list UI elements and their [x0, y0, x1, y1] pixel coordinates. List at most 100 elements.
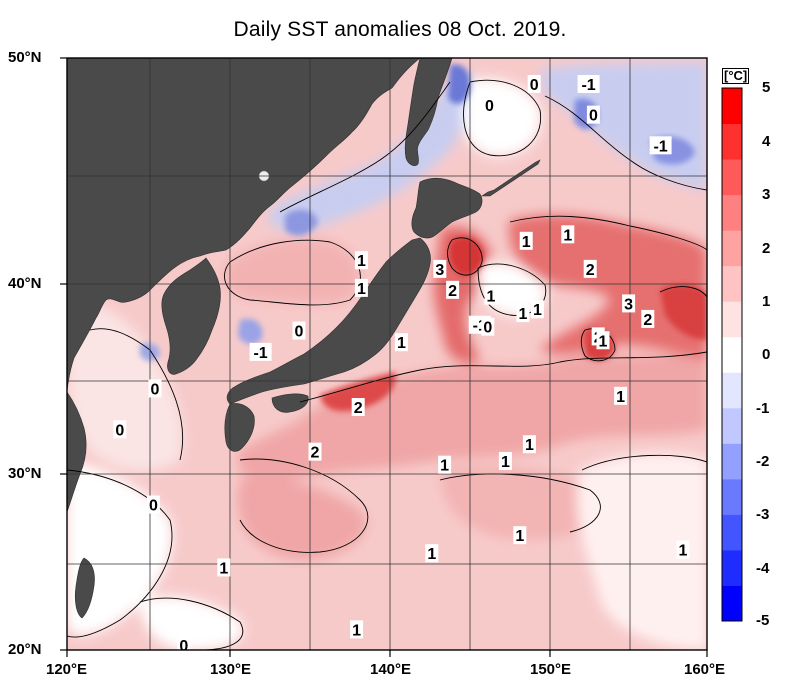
contour-label-bg [498, 451, 512, 470]
contour-line [439, 473, 601, 533]
contour-line [659, 286, 707, 298]
colorbar-segment [722, 301, 742, 338]
contour-label-bg [308, 442, 322, 461]
contour-label-bg [446, 280, 460, 299]
lat-label-30n: 30°N [8, 465, 42, 482]
colorbar-segment [722, 123, 742, 160]
warm-anomaly-region [440, 466, 606, 540]
contour-label-bg [482, 96, 496, 115]
contour-label: 0 [485, 98, 494, 115]
contour-label: 1 [352, 622, 361, 639]
warm-anomaly-region [660, 284, 707, 340]
contour-label: 0 [149, 498, 158, 515]
contour-label: 1 [522, 234, 531, 251]
contour-label-bg [148, 379, 162, 398]
contour-label-bg [484, 286, 498, 305]
contour-label: 1 [679, 543, 688, 560]
colorbar-segment [722, 443, 742, 480]
contour-label-bg [522, 435, 536, 454]
warm-anomaly-region [237, 350, 707, 483]
contour-label: 1 [357, 253, 366, 270]
land-kyushu [224, 403, 255, 452]
land-hokkaido [411, 177, 483, 239]
contour-label: 2 [586, 262, 595, 279]
lon-label-160e: 160°E [684, 661, 726, 678]
contour-label: 1 [525, 437, 534, 454]
contour-label-bg [676, 540, 690, 559]
land-taiwan [74, 557, 95, 619]
contour-line [224, 239, 361, 306]
contour-line [279, 81, 451, 213]
contour-label: 0 [295, 324, 304, 341]
contour-label: 1 [487, 289, 496, 306]
contour-label: 1 [533, 302, 542, 319]
colorbar-segment [722, 230, 742, 267]
colorbar-segment [722, 88, 742, 125]
cool-neutral-region [577, 453, 707, 650]
colorbar-label: 0 [762, 346, 771, 363]
warm-anomaly-region [509, 214, 707, 360]
colorbar-label: -2 [756, 453, 770, 470]
colorbar-label: -3 [756, 506, 770, 523]
contour-label-bg [217, 558, 231, 577]
contour-label-bg [586, 105, 600, 124]
contour-label: 1 [515, 528, 524, 545]
cold-anomaly-region [238, 318, 263, 345]
contour-label: 3 [624, 296, 633, 313]
colorbar-segment [722, 265, 742, 302]
contour-label-bg [516, 304, 530, 323]
lon-label-150e: 150°E [530, 661, 572, 678]
lat-label-40n: 40°N [8, 275, 42, 292]
contour-label: 0 [151, 381, 160, 398]
contour-line [463, 79, 542, 157]
contour-label: -1 [653, 138, 667, 155]
colorbar-segment [722, 478, 742, 515]
colorbar-segment [722, 407, 742, 444]
colorbar-segment [722, 159, 742, 196]
lon-label-130e: 130°E [210, 661, 252, 678]
contour-label-bg [513, 526, 527, 545]
contour-line [89, 328, 184, 461]
contour-label-bg [292, 321, 306, 340]
contour-label: 1 [397, 335, 406, 352]
contour-label: -1 [581, 77, 595, 94]
contour-label-bg [354, 251, 368, 270]
contour-label-bg [519, 231, 533, 250]
contour-label-bg [146, 495, 160, 514]
contour-label-bg [354, 278, 368, 297]
contour-label-bg [622, 294, 636, 313]
warm-anomaly-region [237, 477, 367, 560]
colorbar-unit: [°C] [722, 68, 750, 84]
contour-label-bg [641, 309, 655, 328]
contour-label: 0 [115, 422, 124, 439]
contour-label-bg [527, 74, 541, 93]
contour-label-bg [113, 420, 127, 439]
colorbar-label: -5 [756, 612, 770, 629]
colorbar-label: 5 [762, 79, 771, 96]
contour-label-bg [438, 455, 452, 474]
map-field: 00-1011321-1011100-10-111232211221110111… [67, 58, 707, 650]
contour-label-bg [177, 635, 191, 650]
cool-neutral-region [67, 300, 183, 471]
contour-label-bg [561, 225, 575, 244]
colorbar-segment [722, 514, 742, 551]
contour-line [139, 597, 244, 650]
contour-label: 1 [599, 333, 608, 350]
contour-label: 1 [357, 281, 366, 298]
contour-label: 0 [589, 108, 598, 125]
cold-anomaly-region [448, 64, 471, 104]
contour-label-bg [614, 386, 628, 405]
lon-label-140e: 140°E [370, 661, 412, 678]
contour-label: 1 [616, 389, 625, 406]
contour-line [447, 237, 483, 276]
contour-line [299, 351, 707, 403]
contour-label: 2 [643, 312, 652, 329]
contour-label-bg [481, 317, 495, 336]
warm-anomaly-region [320, 372, 396, 412]
colorbar-segment [722, 372, 742, 409]
colorbar-label: 3 [762, 186, 771, 203]
contour-label: -1 [253, 345, 267, 362]
colorbar-label: -4 [756, 560, 770, 577]
contour-label-bg [577, 74, 600, 93]
